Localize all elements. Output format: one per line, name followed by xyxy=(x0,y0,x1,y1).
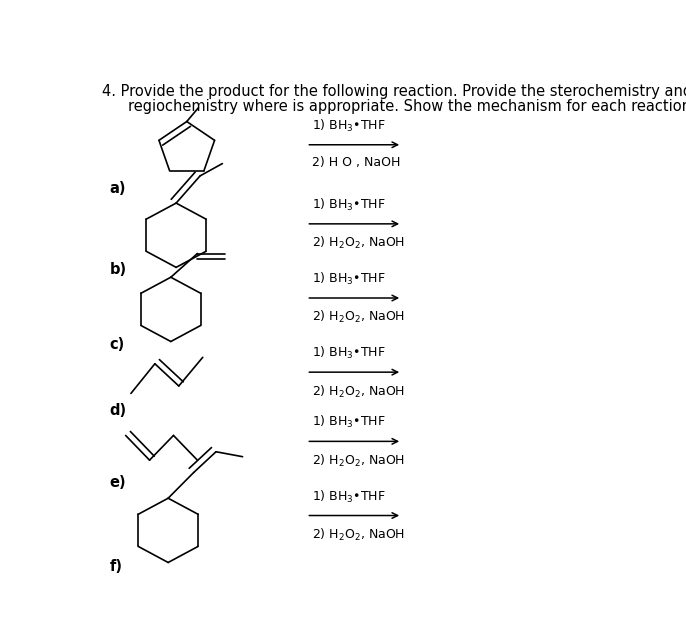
Text: b): b) xyxy=(110,263,127,277)
Text: 1) BH$_3$•THF: 1) BH$_3$•THF xyxy=(311,345,386,361)
Text: 2) H$_2$O$_2$, NaOH: 2) H$_2$O$_2$, NaOH xyxy=(311,453,405,469)
Text: 2) H$_2$O$_2$, NaOH: 2) H$_2$O$_2$, NaOH xyxy=(311,383,405,399)
Text: 1) BH$_3$•THF: 1) BH$_3$•THF xyxy=(311,117,386,134)
Text: f): f) xyxy=(110,559,123,574)
Text: 2) H$_2$O$_2$, NaOH: 2) H$_2$O$_2$, NaOH xyxy=(311,309,405,325)
Text: 4. Provide the product for the following reaction. Provide the sterochemistry an: 4. Provide the product for the following… xyxy=(102,85,686,100)
Text: 2) H$_2$O$_2$, NaOH: 2) H$_2$O$_2$, NaOH xyxy=(311,527,405,543)
Text: 2) H O , NaOH: 2) H O , NaOH xyxy=(311,156,400,169)
Text: d): d) xyxy=(110,403,127,419)
Text: regiochemistry where is appropriate. Show the mechanism for each reaction: regiochemistry where is appropriate. Sho… xyxy=(128,100,686,114)
Text: 1) BH$_3$•THF: 1) BH$_3$•THF xyxy=(311,489,386,505)
Text: e): e) xyxy=(110,475,126,490)
Text: 1) BH$_3$•THF: 1) BH$_3$•THF xyxy=(311,271,386,287)
Text: 1) BH$_3$•THF: 1) BH$_3$•THF xyxy=(311,197,386,213)
Text: c): c) xyxy=(110,336,125,352)
Text: 2) H$_2$O$_2$, NaOH: 2) H$_2$O$_2$, NaOH xyxy=(311,235,405,251)
Text: 1) BH$_3$•THF: 1) BH$_3$•THF xyxy=(311,414,386,431)
Text: a): a) xyxy=(110,181,126,196)
